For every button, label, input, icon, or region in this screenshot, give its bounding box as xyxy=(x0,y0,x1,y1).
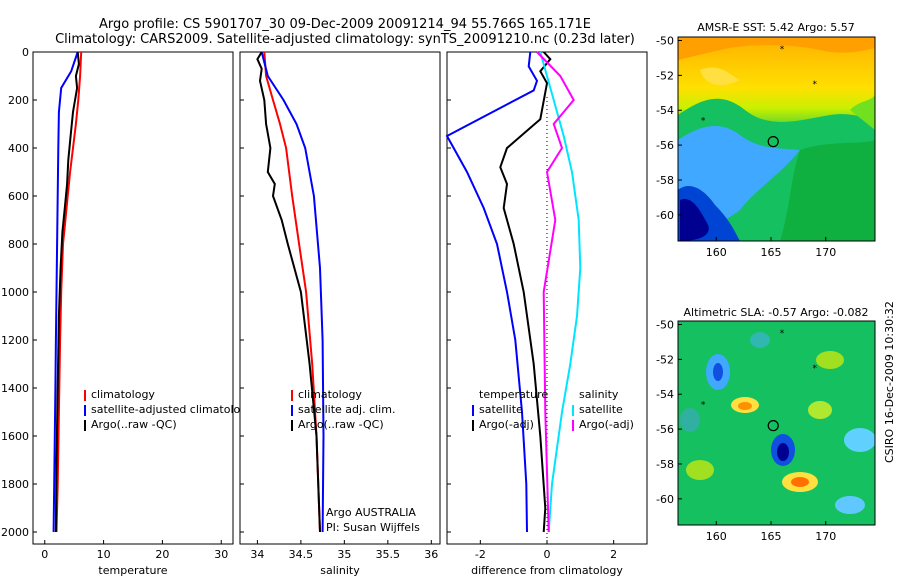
y-tick-label: 1200 xyxy=(1,334,29,347)
panel-frame xyxy=(239,51,441,545)
sla-axes: -50 -52 -54 -56 -58 -60 160 165 170 xyxy=(656,318,836,543)
float-track-marker: * xyxy=(701,117,706,127)
series-line-3 xyxy=(256,51,321,533)
profile-panel-2: 34 34.5 35 35.5 36 salinity climatology satelli… xyxy=(239,51,441,577)
series-line-4 xyxy=(536,51,575,533)
map-y-tick-label: -54 xyxy=(656,388,674,401)
map-x-tick-label: 165 xyxy=(761,530,782,543)
map-y-tick-label: -56 xyxy=(656,423,674,436)
x-tick-label: 0 xyxy=(41,548,48,561)
series-line-3 xyxy=(54,51,80,533)
x-tick-label: 34.5 xyxy=(289,548,314,561)
sla-field xyxy=(678,321,875,525)
y-tick-label: 2000 xyxy=(1,526,29,539)
legend-label: Argo(..raw -QC) xyxy=(91,418,177,431)
side-label: CSIRO 16-Dec-2009 10:30:32 xyxy=(883,301,896,463)
x-tick-label: 10 xyxy=(97,548,111,561)
series-line-3 xyxy=(539,51,582,533)
map-x-tick-label: 160 xyxy=(706,246,727,259)
legend-label: satellite-adjusted climatology xyxy=(91,403,254,416)
sst-field-patches xyxy=(678,37,875,241)
map-x-tick-label: 170 xyxy=(815,530,836,543)
map-y-tick-label: -58 xyxy=(656,174,674,187)
map-x-tick-label: 170 xyxy=(815,246,836,259)
y-tick-label: 0 xyxy=(22,46,29,59)
map-y-tick-label: -58 xyxy=(656,458,674,471)
y-tick-label: 600 xyxy=(8,190,29,203)
y-tick-label: 400 xyxy=(8,142,29,155)
series-line-2 xyxy=(260,51,325,533)
sst-axes: -50 -52 -54 -56 -58 -60 160 165 170 xyxy=(656,34,836,259)
x-tick-label: 30 xyxy=(214,548,228,561)
x-axis-label: difference from climatology xyxy=(471,564,623,577)
y-tick-label: 800 xyxy=(8,238,29,251)
float-track-marker: * xyxy=(813,364,818,374)
sla-map-title: Altimetric SLA: -0.57 Argo: -0.082 xyxy=(684,306,869,319)
y-tick-label: 1600 xyxy=(1,430,29,443)
x-tick-label: 36 xyxy=(424,548,438,561)
x-tick-label: 2 xyxy=(610,548,617,561)
map-y-tick-label: -50 xyxy=(656,318,674,331)
argo-position-marker xyxy=(767,420,779,432)
sla-field-patches xyxy=(680,332,875,514)
map-x-tick-label: 160 xyxy=(706,530,727,543)
title-line-2: Climatology: CARS2009. Satellite-adjuste… xyxy=(55,32,635,47)
float-track-marker: * xyxy=(813,80,818,90)
float-track-marker: * xyxy=(701,401,706,411)
legend-label: satellite xyxy=(579,403,623,416)
x-tick-label: 34 xyxy=(250,548,264,561)
series-line-1 xyxy=(445,51,539,533)
annotation-line-1: Argo AUSTRALIA xyxy=(326,506,416,519)
sst-map-title: AMSR-E SST: 5.42 Argo: 5.57 xyxy=(697,21,855,34)
legend-group-title: temperature xyxy=(479,388,548,401)
map-y-tick-label: -60 xyxy=(656,493,674,506)
title-line-1: Argo profile: CS 5901707_30 09-Dec-2009 … xyxy=(99,17,591,32)
series-line-1 xyxy=(263,51,321,533)
x-tick-label: 20 xyxy=(155,548,169,561)
map-y-tick-label: -52 xyxy=(656,353,674,366)
map-x-tick-label: 165 xyxy=(761,246,782,259)
sst-map: AMSR-E SST: 5.42 Argo: 5.57 -50 -52 -54 -56… xyxy=(656,21,876,259)
legend-label: climatology xyxy=(298,388,362,401)
y-tick-label: 1400 xyxy=(1,382,29,395)
map-y-tick-label: -54 xyxy=(656,104,674,117)
x-tick-label: 35.5 xyxy=(376,548,401,561)
map-y-tick-label: -52 xyxy=(656,69,674,82)
legend-label: Argo(..raw -QC) xyxy=(298,418,384,431)
annotation-line-2: PI: Susan Wijffels xyxy=(326,521,420,534)
argo-position-marker xyxy=(767,136,779,148)
series-line-2 xyxy=(52,51,79,533)
legend-label: Argo(-adj) xyxy=(579,418,634,431)
float-track-marker: * xyxy=(780,329,785,339)
x-axis-label: salinity xyxy=(320,564,360,577)
y-tick-label: 1800 xyxy=(1,478,29,491)
y-tick-label: 1000 xyxy=(1,286,29,299)
x-axis-label: temperature xyxy=(98,564,167,577)
float-track-marker: * xyxy=(780,45,785,55)
sla-markers: * * * xyxy=(701,329,818,432)
x-tick-label: -2 xyxy=(475,548,486,561)
series-line-2 xyxy=(499,51,552,533)
legend-label: satellite adj. clim. xyxy=(298,403,395,416)
panel-frame xyxy=(32,51,234,545)
map-y-tick-label: -56 xyxy=(656,139,674,152)
legend-label: Argo(-adj) xyxy=(479,418,534,431)
sst-markers: * * * xyxy=(701,45,818,148)
x-tick-label: 0 xyxy=(544,548,551,561)
series-line-1 xyxy=(55,51,83,533)
profile-panel-1: 0 200 400 600 800 1000 1200 1400 1600 1800 2000 0 10… xyxy=(1,46,254,577)
y-tick-label: 200 xyxy=(8,94,29,107)
profile-panel-3: -2 0 2 difference from climatology temperatu… xyxy=(445,51,648,577)
sla-map: Altimetric SLA: -0.57 Argo: -0.082 -50-5… xyxy=(656,306,876,543)
map-y-tick-label: -60 xyxy=(656,209,674,222)
map-y-tick-label: -50 xyxy=(656,34,674,47)
legend-label: climatology xyxy=(91,388,155,401)
legend-group-title: salinity xyxy=(579,388,619,401)
legend-label: satellite xyxy=(479,403,523,416)
x-tick-label: 35 xyxy=(337,548,351,561)
